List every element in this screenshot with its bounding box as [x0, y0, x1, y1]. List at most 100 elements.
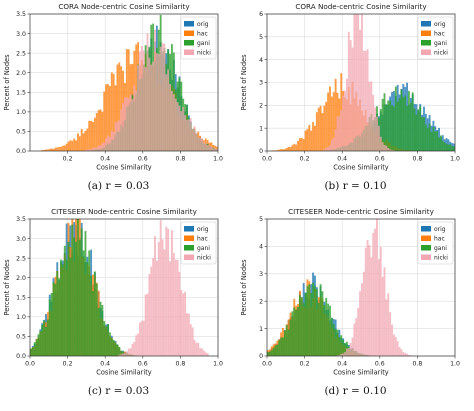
histogram-bar-nicki — [398, 347, 401, 356]
histogram-bar-nicki — [193, 339, 196, 356]
histogram-bar-nicki — [201, 138, 203, 151]
histogram-bar-nicki — [169, 83, 171, 151]
histogram-bar-nicki — [370, 257, 373, 356]
chart-panel-c: CITESEER Node-centric Cosine Similarity 0… — [0, 205, 237, 410]
histogram-bar-nicki — [212, 148, 215, 151]
histogram-bar-hac — [50, 148, 53, 151]
histogram-bar-nicki — [204, 352, 207, 356]
legend-label-orig: orig — [197, 226, 209, 233]
legend-label-orig: orig — [434, 226, 446, 233]
histogram-bar-gani — [329, 305, 331, 356]
histogram-bar-nicki — [133, 85, 136, 151]
histogram-bar-nicki — [139, 322, 141, 356]
histogram-bar-nicki — [155, 53, 158, 151]
histogram-bar-nicki — [327, 147, 330, 151]
histogram-bar-gani — [334, 328, 337, 356]
histogram-bar-nicki — [171, 230, 173, 356]
histogram-bar-hac — [314, 125, 316, 151]
legend-label-hac: hac — [197, 236, 208, 243]
histogram-bar-nicki — [135, 335, 138, 356]
histogram-bar-gani — [325, 297, 328, 356]
histogram-bar-nicki — [351, 337, 354, 356]
histogram-bar-gani — [58, 278, 61, 356]
histogram-bar-gani — [268, 351, 271, 356]
histogram-bar-gani — [283, 330, 286, 356]
histogram-bar-nicki — [152, 257, 155, 356]
legend-swatch-orig — [421, 21, 431, 27]
histogram-bar-nicki — [191, 129, 194, 151]
histogram-bar-nicki — [206, 353, 209, 356]
histogram-bar-gani — [439, 135, 442, 151]
histogram-bar-gani — [33, 342, 36, 356]
histogram-bar-gani — [389, 100, 392, 151]
histogram-bar-nicki — [344, 90, 346, 151]
histogram-bar-hac — [63, 145, 66, 151]
y-tick-label: 1 — [259, 125, 263, 132]
histogram-bar-gani — [400, 89, 403, 151]
histogram-bar-nicki — [349, 343, 352, 356]
x-tick-label: 1.0 — [450, 361, 460, 368]
chart-title: CORA Node-centric Cosine Similarity — [295, 2, 427, 11]
histogram-bar-gani — [453, 146, 455, 151]
histogram-bar-nicki — [125, 97, 128, 151]
histogram-bar-hac — [329, 86, 331, 151]
legend-swatch-hac — [184, 235, 194, 241]
histogram-bar-nicki — [366, 240, 369, 356]
histogram-bar-nicki — [184, 114, 187, 151]
histogram-bar-gani — [78, 239, 81, 356]
legend-swatch-orig — [421, 226, 431, 232]
y-tick-label: 3.0 — [16, 31, 26, 38]
histogram-bar-hac — [61, 145, 64, 151]
histogram-bar-gani — [411, 92, 414, 151]
histogram-bar-hac — [75, 140, 77, 151]
histogram-bar-nicki — [137, 333, 140, 356]
histogram-bar-nicki — [144, 294, 147, 356]
y-tick-label: 3 — [259, 271, 263, 278]
histogram-bar-gani — [300, 297, 303, 356]
histogram-bar-hac — [60, 146, 62, 151]
legend-swatch-hac — [421, 235, 431, 241]
histogram-bar-nicki — [193, 126, 196, 151]
x-tick-label: 0.2 — [63, 361, 73, 368]
histogram-bar-gani — [116, 344, 119, 356]
histogram-bar-nicki — [159, 220, 162, 356]
histogram-bar-gani — [45, 326, 47, 356]
histogram-bar-hac — [45, 149, 47, 151]
histogram-bar-nicki — [163, 43, 166, 151]
histogram-bar-nicki — [92, 147, 94, 151]
histogram-bar-nicki — [338, 115, 341, 151]
legend-box — [180, 221, 217, 265]
histogram-bar-nicki — [127, 348, 130, 356]
histogram-bar-gani — [67, 241, 70, 356]
histogram-bar-hac — [321, 113, 324, 151]
histogram-bars — [267, 219, 412, 356]
legend-label-gani: gani — [434, 40, 447, 47]
histogram-bar-nicki — [336, 116, 339, 151]
chart-svg-c: CITESEER Node-centric Cosine Similarity 0… — [3, 207, 223, 377]
legend-label-orig: orig — [197, 21, 209, 28]
histogram-bar-nicki — [148, 57, 151, 151]
y-tick-label: 0.0 — [16, 353, 26, 360]
legend-box — [180, 16, 217, 60]
histogram-bar-nicki — [409, 355, 412, 356]
histogram-bar-nicki — [362, 271, 365, 356]
y-tick-label: 3 — [259, 80, 263, 87]
histogram-bar-gani — [60, 259, 62, 356]
histogram-bar-nicki — [182, 293, 185, 356]
histogram-bar-hac — [80, 128, 83, 151]
histogram-bar-nicki — [154, 236, 156, 356]
legend-label-gani: gani — [197, 40, 210, 47]
legend-label-nicki: nicki — [434, 255, 448, 262]
y-tick-label: 2.5 — [16, 50, 26, 57]
histogram-bar-gani — [95, 283, 98, 356]
histogram-bar-nicki — [199, 137, 202, 151]
histogram-bar-nicki — [385, 299, 388, 356]
histogram-bar-nicki — [338, 355, 341, 356]
histogram-bar-hac — [58, 147, 61, 151]
legend-label-nicki: nicki — [197, 255, 211, 262]
y-axis-label: Percent of Nodes — [240, 54, 248, 111]
histogram-bar-nicki — [406, 353, 408, 356]
x-tick-label: 1.0 — [213, 361, 223, 368]
histogram-bar-nicki — [342, 353, 345, 356]
histogram-bar-gani — [77, 219, 79, 356]
